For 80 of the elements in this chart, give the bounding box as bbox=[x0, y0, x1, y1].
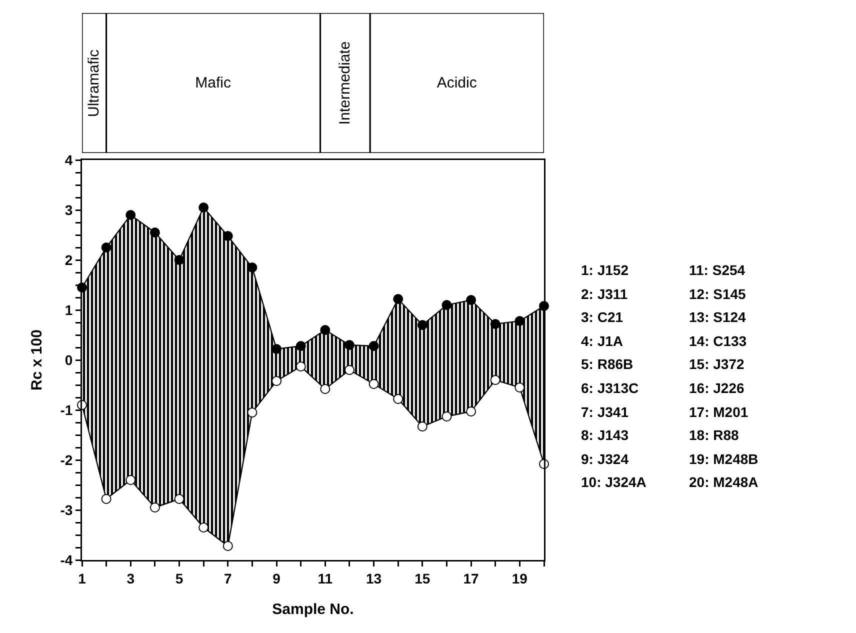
point bbox=[101, 242, 112, 252]
x-tick-label: 9 bbox=[272, 570, 281, 586]
point bbox=[514, 382, 525, 392]
text: 18: R88 bbox=[689, 427, 740, 443]
point bbox=[150, 228, 160, 238]
point bbox=[101, 494, 112, 504]
y-tick-label: 3 bbox=[64, 202, 73, 218]
series-label: Intermediate bbox=[336, 41, 354, 125]
point bbox=[368, 341, 379, 351]
point bbox=[198, 202, 209, 212]
text: 12: S145 bbox=[689, 286, 746, 302]
x-tick-label: 1 bbox=[78, 570, 86, 586]
y-tick-label: 1 bbox=[64, 302, 73, 318]
point bbox=[222, 231, 233, 241]
y-tick-label: 4 bbox=[64, 152, 73, 168]
point bbox=[490, 375, 500, 385]
point bbox=[393, 394, 404, 404]
x-tick-label: 3 bbox=[126, 570, 135, 586]
y-tick-label: -4 bbox=[60, 552, 73, 568]
point bbox=[296, 341, 306, 351]
text: 1: J152 bbox=[581, 262, 629, 278]
text: 17: M201 bbox=[689, 404, 748, 420]
text: 10: J324A bbox=[581, 474, 646, 490]
text: 4: J1A bbox=[581, 333, 624, 349]
x-axis-title: Sample No. bbox=[272, 601, 354, 618]
text: 19: M248B bbox=[689, 451, 758, 467]
series-label: Acidic bbox=[436, 74, 478, 92]
point bbox=[490, 319, 500, 329]
series-label: Mafic bbox=[195, 74, 232, 92]
text: 11: S254 bbox=[689, 262, 746, 278]
x-tick-label: 17 bbox=[463, 570, 480, 586]
point bbox=[442, 300, 452, 310]
x-tick-label: 13 bbox=[366, 570, 382, 586]
point bbox=[344, 365, 354, 375]
point bbox=[150, 502, 160, 512]
point bbox=[272, 376, 282, 386]
point bbox=[296, 362, 306, 372]
text: 9: J324 bbox=[581, 451, 629, 467]
text: 15: J372 bbox=[689, 356, 744, 372]
point bbox=[466, 406, 476, 416]
y-tick-label: -2 bbox=[60, 452, 73, 468]
point bbox=[126, 210, 136, 220]
text: 14: C133 bbox=[689, 333, 747, 349]
text: 5: R86B bbox=[581, 356, 634, 372]
point bbox=[417, 320, 428, 330]
point bbox=[222, 541, 233, 551]
point bbox=[247, 408, 258, 418]
x-tick-label: 5 bbox=[175, 570, 184, 586]
x-tick-label: 7 bbox=[224, 570, 232, 586]
point bbox=[344, 340, 354, 350]
text: 2: J311 bbox=[581, 286, 628, 302]
point bbox=[126, 475, 136, 485]
point bbox=[368, 379, 379, 389]
point bbox=[272, 344, 282, 354]
point bbox=[466, 295, 476, 305]
point bbox=[393, 294, 404, 304]
text: 6: J313C bbox=[581, 380, 639, 396]
y-tick-label: 2 bbox=[64, 252, 73, 268]
y-tick-label: 0 bbox=[64, 352, 73, 368]
point bbox=[198, 522, 209, 532]
point bbox=[174, 494, 184, 504]
point bbox=[417, 422, 428, 432]
text: 13: S124 bbox=[689, 309, 746, 325]
x-tick-label: 15 bbox=[414, 570, 430, 586]
y-axis-title: Rc x 100 bbox=[28, 330, 46, 390]
x-tick-label: 19 bbox=[512, 570, 528, 586]
series-label: Ultramafic bbox=[86, 48, 103, 118]
text: 7: J341 bbox=[581, 404, 629, 420]
text: 16: J226 bbox=[689, 380, 744, 396]
point bbox=[442, 412, 452, 422]
text: 3: C21 bbox=[581, 309, 624, 325]
text: 20: M248A bbox=[689, 474, 758, 490]
x-tick-label: 11 bbox=[318, 570, 333, 586]
point bbox=[514, 316, 525, 326]
point bbox=[320, 384, 330, 394]
point bbox=[320, 325, 330, 335]
point bbox=[174, 255, 184, 265]
y-tick-label: -3 bbox=[60, 502, 73, 518]
text: 8: J143 bbox=[581, 427, 629, 443]
y-tick-label: -1 bbox=[60, 402, 73, 418]
